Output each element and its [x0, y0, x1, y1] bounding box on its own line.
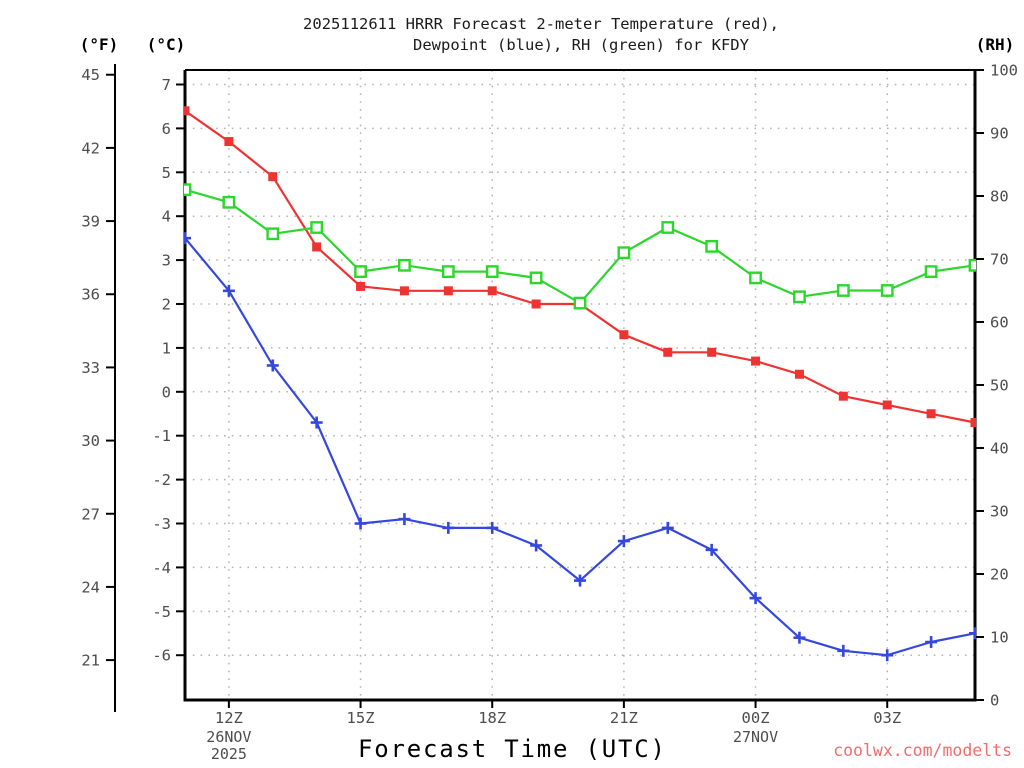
fahrenheit-tick-label: 27 [81, 505, 100, 523]
rh-marker [184, 183, 192, 197]
rh-marker [705, 239, 719, 253]
temperature-marker [268, 172, 278, 182]
rh-marker [793, 290, 806, 304]
rh-marker [749, 271, 762, 285]
temperature-marker [531, 299, 541, 309]
rh-axis-label: (RH) [976, 35, 1015, 54]
celsius-tick-label: -1 [152, 427, 171, 445]
rh-series [184, 183, 976, 310]
rh-tick-label: 100 [990, 62, 1018, 80]
celsius-axis-label: (°C) [147, 35, 186, 54]
temperature-marker [838, 391, 848, 401]
temperature-marker [312, 242, 322, 252]
temperature-marker [184, 106, 190, 116]
x-tick-label: 15Z [347, 709, 375, 727]
rh-tick-label: 70 [990, 251, 1009, 269]
x-tick-year-label: 2025 [211, 745, 247, 763]
rh-marker [354, 265, 367, 278]
x-tick-date-label: 27NOV [733, 728, 778, 746]
rh-tick-label: 90 [990, 125, 1009, 143]
x-tick-label: 00Z [742, 709, 770, 727]
temperature-series [184, 106, 976, 428]
temperature-marker [356, 281, 366, 291]
temperature-marker [794, 369, 804, 379]
rh-marker [661, 221, 675, 234]
temperature-marker [751, 356, 761, 366]
celsius-tick-label: 0 [162, 383, 171, 401]
temperature-marker [487, 286, 497, 296]
temperature-marker [619, 330, 629, 340]
axes: 76543210-1-2-3-4-5-645423936333027242110… [81, 62, 1018, 728]
temperature-marker [926, 409, 936, 419]
celsius-tick-label: 3 [162, 252, 171, 270]
rh-marker [310, 221, 324, 234]
celsius-tick-label: 7 [162, 76, 171, 94]
rh-tick-label: 80 [990, 188, 1009, 206]
celsius-tick-label: 1 [162, 339, 171, 357]
rh-tick-label: 50 [990, 377, 1009, 395]
fahrenheit-axis-label: (°F) [80, 35, 119, 54]
rh-tick-label: 30 [990, 503, 1009, 521]
temperature-marker [707, 347, 717, 357]
temperature-marker [970, 418, 976, 428]
temperature-marker [399, 286, 409, 296]
fahrenheit-tick-label: 24 [81, 578, 100, 596]
rh-tick-label: 60 [990, 314, 1009, 332]
rh-marker [836, 284, 850, 297]
x-tick-label: 18Z [478, 709, 506, 727]
fahrenheit-tick-label: 30 [81, 432, 100, 450]
temperature-series-line [184, 109, 976, 424]
rh-marker [441, 265, 455, 278]
chart-title-line2: Dewpoint (blue), RH (green) for KFDY [413, 36, 750, 54]
x-axis-label: Forecast Time (UTC) [358, 735, 667, 763]
rh-tick-label: 40 [990, 440, 1009, 458]
celsius-tick-label: 2 [162, 296, 171, 314]
rh-marker [880, 284, 894, 297]
rh-marker [617, 246, 631, 260]
fahrenheit-tick-label: 42 [81, 139, 100, 157]
chart-title-line1: 2025112611 HRRR Forecast 2-meter Tempera… [303, 15, 779, 33]
x-tick-label: 21Z [610, 709, 638, 727]
celsius-tick-label: -5 [152, 603, 171, 621]
fahrenheit-tick-label: 39 [81, 213, 100, 231]
gridlines [185, 70, 975, 700]
rh-marker [529, 271, 543, 285]
temperature-marker [443, 286, 453, 296]
dewpoint-series [184, 232, 976, 662]
celsius-tick-label: 5 [162, 164, 171, 182]
rh-marker [398, 258, 411, 272]
x-tick-label: 12Z [215, 709, 243, 727]
celsius-tick-label: 6 [162, 120, 171, 138]
celsius-tick-label: -2 [152, 471, 171, 489]
rh-marker [968, 258, 976, 272]
rh-tick-label: 0 [990, 692, 999, 710]
rh-marker [485, 265, 499, 278]
rh-marker [266, 227, 280, 241]
watermark-link[interactable]: coolwx.com/modelts [833, 741, 1012, 760]
fahrenheit-tick-label: 45 [81, 66, 100, 84]
celsius-tick-label: -4 [152, 559, 171, 577]
celsius-tick-label: -3 [152, 515, 171, 533]
celsius-tick-label: -6 [152, 647, 171, 665]
temperature-marker [224, 137, 234, 147]
rh-tick-label: 10 [990, 629, 1009, 647]
fahrenheit-tick-label: 33 [81, 359, 100, 377]
x-tick-label: 03Z [873, 709, 901, 727]
temperature-marker [663, 347, 673, 357]
temperature-marker [882, 400, 892, 410]
data-series [184, 106, 976, 662]
x-tick-date-label: 26NOV [206, 728, 251, 746]
fahrenheit-tick-label: 21 [81, 652, 100, 670]
celsius-tick-label: 4 [162, 208, 171, 226]
fahrenheit-tick-label: 36 [81, 286, 100, 304]
rh-marker [573, 296, 587, 310]
rh-marker [924, 265, 938, 278]
rh-tick-label: 20 [990, 566, 1009, 584]
rh-marker [222, 195, 236, 209]
rh-series-line [184, 188, 976, 305]
